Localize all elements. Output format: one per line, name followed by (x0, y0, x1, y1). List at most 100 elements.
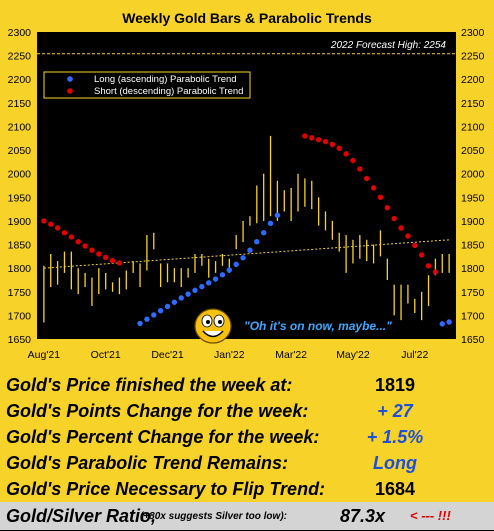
long-trend-dot (171, 299, 178, 305)
y-axis-left: 1650 1700 1750 1800 1850 1900 1950 2000 2050 2100… (8, 27, 32, 346)
ratio-label: Gold/Silver Ratio, (6, 506, 157, 526)
legend-box (43, 71, 251, 99)
stat-row-price: Gold's Price finished the week at: 1819 (0, 372, 494, 398)
short-trend-dot (68, 234, 75, 240)
short-trend-dot (384, 204, 391, 211)
short-trend-dot (96, 251, 102, 257)
short-trend-dot (61, 230, 68, 236)
short-trend-dot (322, 138, 329, 145)
short-trend-dot (116, 260, 123, 266)
long-trend-dot (219, 272, 226, 278)
short-trend-dot (412, 242, 418, 249)
ratio-value: 87.3x (340, 506, 386, 526)
short-trend-dot (41, 218, 47, 224)
legend: Long (ascending) Parabolic Trend Short (… (43, 71, 251, 99)
stat-value: 1684 (374, 479, 416, 499)
y-tick-label-left: 2250 (8, 51, 32, 63)
stat-label: Gold's Points Change for the week: (6, 401, 309, 421)
long-trend-dot (192, 287, 198, 294)
long-trend-dot (247, 247, 253, 253)
y-tick-label-left: 1650 (8, 334, 32, 346)
x-tick-label: Jul'22 (401, 349, 428, 361)
y-tick-label-left: 1900 (8, 216, 32, 228)
short-trend-dot (302, 133, 308, 139)
short-trend-dot (391, 215, 397, 222)
legend-long-marker (67, 76, 73, 82)
long-trend-dot (233, 261, 239, 268)
y-tick-label-right: 2050 (461, 145, 485, 157)
long-trend-dot (178, 295, 184, 301)
y-tick-label-left: 2300 (8, 27, 32, 39)
short-trend-dot (89, 247, 95, 253)
long-trend-dot (137, 320, 143, 327)
y-tick-label-left: 2200 (8, 74, 32, 86)
long-trend-dot (226, 267, 233, 273)
x-tick-label: Aug'21 (28, 349, 61, 361)
short-trend-dot (425, 263, 432, 269)
short-trend-dot (109, 257, 116, 264)
long-trend-dot (240, 255, 246, 261)
short-trend-dot (370, 185, 377, 191)
y-tick-label-right: 2000 (461, 169, 485, 181)
short-trend-dot (377, 194, 384, 201)
y-tick-label-left: 2100 (8, 121, 32, 133)
x-tick-label: Dec'21 (151, 349, 184, 361)
x-tick-label: Jan'22 (214, 349, 245, 361)
long-trend-dot (267, 220, 274, 226)
legend-short-label: Short (descending) Parabolic Trend (94, 86, 243, 97)
y-tick-label-left: 2050 (8, 145, 32, 157)
y-tick-label-left: 1950 (8, 192, 32, 204)
y-tick-label-right: 1900 (461, 216, 485, 228)
chart-title: Weekly Gold Bars & Parabolic Trends (122, 10, 372, 26)
long-trend-dot (254, 239, 260, 245)
forecast-label: 2022 Forecast High: 2254 (330, 40, 447, 51)
y-tick-label-right: 2100 (461, 121, 485, 133)
long-trend-dot (446, 319, 452, 325)
x-tick-label: Oct'21 (91, 349, 121, 361)
short-trend-dot (54, 225, 61, 231)
stats-panel: Gold's Price finished the week at: 1819 … (0, 372, 494, 530)
legend-short-marker (67, 88, 73, 94)
stat-row-ratio: Gold/Silver Ratio, (+80x suggests Silver… (0, 502, 494, 530)
y-tick-label-left: 1700 (8, 310, 32, 322)
stat-value: 1819 (374, 375, 416, 395)
ratio-arrow: < --- !!! (410, 508, 451, 523)
long-trend-dot (151, 312, 157, 318)
short-trend-dot (309, 135, 315, 141)
stat-row-trend: Gold's Parabolic Trend Remains: Long (0, 450, 494, 476)
stat-label: Gold's Parabolic Trend Remains: (6, 453, 289, 473)
stat-row-flip: Gold's Price Necessary to Flip Trend: 16… (0, 476, 494, 502)
long-trend-dot (185, 291, 191, 297)
y-tick-label-right: 2250 (461, 51, 485, 63)
short-trend-dot (350, 157, 356, 164)
short-trend-dot (418, 252, 425, 258)
stat-value: + 27 (377, 401, 413, 421)
y-tick-label-right: 1700 (461, 310, 485, 322)
long-trend-dot (260, 230, 267, 236)
stat-label: Gold's Percent Change for the week: (6, 427, 320, 447)
long-trend-dot (199, 283, 205, 290)
long-trend-dot (144, 316, 150, 322)
stat-row-points: Gold's Points Change for the week: + 27 (0, 398, 494, 424)
short-trend-dot (102, 254, 109, 260)
y-tick-label-right: 2300 (461, 27, 485, 39)
x-tick-label: Mar'22 (275, 349, 307, 361)
y-axis-right: 1650 1700 1750 1800 1850 1900 1950 2000 2050 2100… (461, 27, 485, 346)
annotation-quote: "Oh it's on now, maybe..." (244, 319, 392, 333)
y-tick-label-right: 1850 (461, 240, 485, 252)
long-trend-dot (212, 276, 219, 282)
short-trend-dot (398, 225, 404, 231)
y-tick-label-left: 2150 (8, 98, 32, 110)
short-trend-dot (405, 233, 411, 239)
stat-label: Gold's Price Necessary to Flip Trend: (6, 479, 326, 499)
short-trend-dot (432, 269, 439, 275)
y-tick-label-right: 2150 (461, 98, 485, 110)
long-trend-dot (439, 321, 445, 327)
short-trend-dot (357, 166, 363, 172)
x-axis: Aug'21 Oct'21 Dec'21 Jan'22 Mar'22 May'22 Jul'… (28, 349, 429, 361)
long-trend-dot (157, 307, 164, 314)
stat-label: Gold's Price finished the week at: (6, 375, 293, 395)
stat-value: + 1.5% (366, 427, 424, 447)
short-trend-dot (315, 136, 322, 143)
